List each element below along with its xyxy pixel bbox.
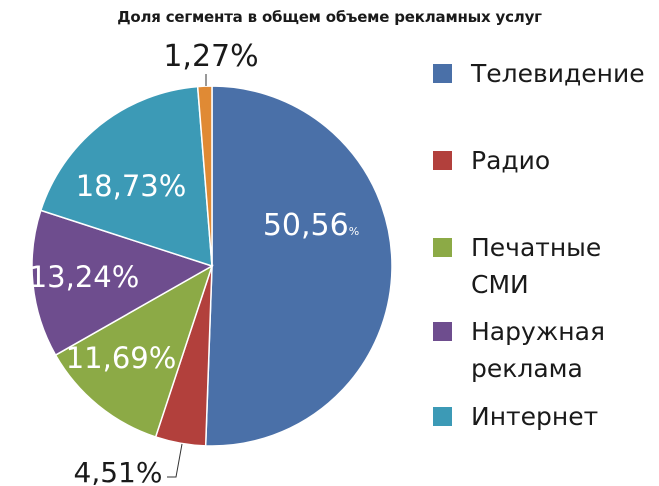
- legend-swatch-internet: [433, 407, 452, 426]
- data-label-internet: 18,73%: [76, 169, 187, 203]
- legend-swatch-radio: [433, 151, 452, 170]
- data-label-other: 1,27%: [163, 39, 258, 74]
- legend-swatch-tv: [433, 64, 452, 83]
- slice-other: [196, 85, 213, 267]
- slice-tv: [204, 85, 393, 447]
- slice-outdoor: [31, 209, 214, 357]
- legend-label-print: Печатные СМИ: [471, 233, 602, 299]
- slice-print: [54, 264, 214, 438]
- legend-item-outdoor: Наружная реклама: [433, 313, 651, 387]
- legend-swatch-print: [433, 238, 452, 257]
- data-label-tv: 50,56%: [263, 208, 359, 243]
- legend-label-outdoor: Наружная реклама: [471, 317, 606, 383]
- data-label-outdoor: 13,24%: [29, 260, 140, 294]
- leader-line-radio: [167, 443, 183, 478]
- legend-item-print: Печатные СМИ: [433, 229, 651, 303]
- legend-label-internet: Интернет: [471, 402, 599, 431]
- legend-label-radio: Радио: [471, 146, 551, 175]
- chart-title: Доля сегмента в общем объеме рекламных у…: [117, 8, 542, 26]
- slice-internet: [39, 85, 213, 268]
- legend-label-tv: Телевидение: [471, 59, 645, 88]
- legend-item-internet: Интернет: [433, 398, 651, 435]
- legend-item-tv: Телевидение: [433, 55, 651, 92]
- data-label-radio: 4,51%: [74, 456, 163, 486]
- legend-swatch-outdoor: [433, 322, 452, 341]
- legend-item-radio: Радио: [433, 142, 651, 179]
- data-label-print: 11,69%: [66, 341, 177, 375]
